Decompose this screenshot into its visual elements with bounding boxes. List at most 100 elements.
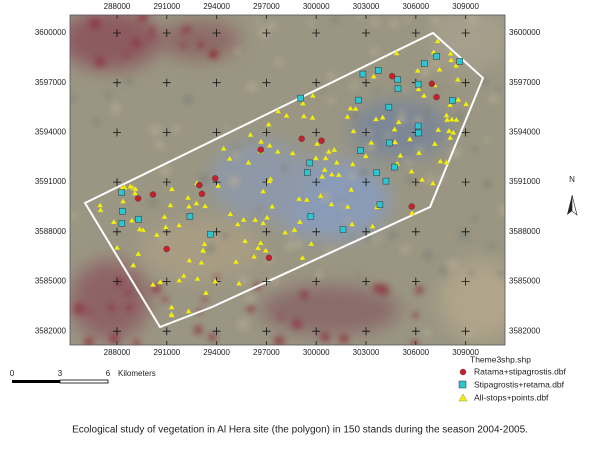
texture	[348, 172, 356, 181]
texture	[228, 175, 240, 188]
sample-point	[96, 202, 104, 208]
sample-point	[429, 180, 437, 186]
texture	[299, 290, 309, 300]
texture	[358, 167, 369, 178]
texture	[338, 333, 350, 345]
sample-point	[434, 37, 441, 44]
ratama-point	[198, 190, 206, 198]
sample-point	[335, 171, 343, 178]
texture	[339, 197, 345, 203]
texture	[182, 94, 194, 106]
sample-point	[266, 177, 273, 184]
sample-point	[420, 92, 428, 98]
sample-point	[453, 116, 460, 123]
scale-label: 6	[106, 369, 111, 378]
texture	[465, 298, 474, 307]
texture	[180, 42, 187, 49]
texture	[462, 327, 475, 339]
texture	[498, 204, 505, 216]
sample-point	[149, 281, 157, 287]
sample-point	[328, 201, 335, 207]
sample-point	[175, 222, 183, 228]
texture	[356, 273, 362, 279]
texture	[284, 241, 295, 252]
stipagrostis-point	[456, 58, 463, 65]
sample-point	[406, 136, 414, 142]
texture	[197, 41, 205, 49]
sample-point	[257, 239, 264, 246]
stipagrostis-point	[394, 85, 402, 92]
sample-point	[312, 155, 320, 161]
grid-cross	[262, 327, 271, 336]
sample-point	[185, 308, 192, 314]
sample-point	[240, 216, 247, 223]
grid-cross	[113, 128, 121, 137]
y-coord-label: 3582000	[35, 326, 67, 335]
grid-cross	[362, 78, 370, 87]
grid-cross	[362, 128, 370, 137]
sample-point	[309, 92, 317, 98]
sample-point	[372, 116, 380, 122]
sample-point	[241, 237, 249, 244]
texture	[314, 271, 323, 280]
sample-point	[131, 190, 139, 196]
texture	[457, 229, 469, 240]
ratama-point	[257, 146, 265, 153]
sample-point	[289, 150, 296, 156]
texture	[422, 112, 431, 121]
sample-point	[274, 108, 282, 114]
texture	[149, 32, 156, 39]
texture	[116, 278, 124, 286]
y-coord-label: 3600000	[35, 28, 67, 37]
texture	[350, 82, 359, 91]
sample-point	[414, 67, 421, 73]
sample-point	[415, 149, 423, 156]
sample-point	[167, 202, 174, 208]
texture	[207, 332, 217, 342]
grid-cross	[312, 227, 321, 236]
stipagrostis-point	[306, 159, 313, 167]
texture	[70, 212, 78, 220]
texture	[488, 93, 499, 104]
stipagrostis-point	[207, 230, 214, 238]
texture	[411, 312, 419, 319]
ratama-point	[163, 245, 170, 253]
sample-point	[281, 229, 289, 235]
stipagrostis-point	[119, 207, 126, 215]
stipagrostis-point	[421, 60, 428, 67]
legend-item: Ratama+stipagrostis.dbf	[474, 366, 567, 376]
sample-point	[333, 159, 341, 165]
texture	[414, 285, 424, 295]
texture	[248, 137, 254, 143]
sample-point	[347, 105, 354, 111]
grid-cross	[162, 29, 171, 37]
y-coord-label: 3591000	[509, 177, 541, 186]
sample-point	[309, 114, 316, 120]
sample-point	[135, 250, 142, 257]
grid-cross	[312, 277, 321, 286]
sample-point	[447, 50, 454, 56]
sample-point	[317, 192, 324, 199]
sample-point	[274, 148, 282, 154]
sample-point	[211, 278, 219, 284]
sample-point	[126, 183, 134, 189]
sample-point	[448, 116, 456, 122]
y-coord-label: 3585000	[35, 277, 67, 286]
ratama-point	[265, 254, 273, 262]
ratama-point	[318, 137, 325, 144]
sample-point	[362, 152, 370, 159]
texture	[180, 28, 187, 34]
x-coord-label: 288000	[104, 348, 131, 357]
stipagrostis-point	[449, 97, 456, 104]
sample-point	[257, 138, 265, 144]
y-coord-label: 3591000	[35, 177, 67, 186]
texture	[138, 15, 149, 23]
texture	[420, 67, 430, 77]
sample-point	[186, 257, 193, 263]
sample-point	[175, 277, 183, 283]
x-coord-label: 300000	[303, 348, 330, 357]
sample-point	[443, 116, 451, 123]
texture	[232, 150, 241, 159]
y-coord-label: 3597000	[509, 78, 541, 87]
scale-label: 0	[10, 369, 15, 378]
